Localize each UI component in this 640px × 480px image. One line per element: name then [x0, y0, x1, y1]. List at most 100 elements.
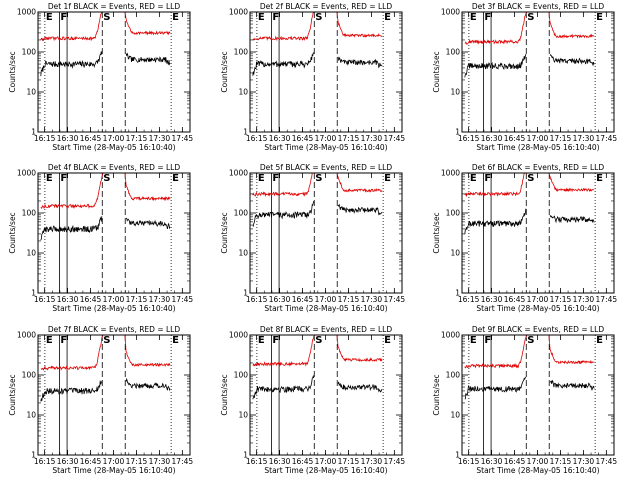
series-events-seg-2 — [337, 203, 383, 216]
x-tick-label: 16:45 — [80, 295, 102, 304]
x-tick-label: 16:15 — [458, 134, 480, 143]
y-tick-label: 100 — [446, 371, 461, 380]
series-events-seg-2 — [125, 52, 171, 66]
y-axis-label: Counts/sec — [8, 374, 17, 415]
series-lld-seg-2 — [548, 11, 595, 39]
series-events-seg-2 — [337, 381, 383, 393]
series-events-seg-1 — [40, 216, 103, 241]
y-tick-label: 1 — [243, 451, 248, 460]
series-events-seg-1 — [252, 200, 315, 227]
x-tick-label: 17:30 — [149, 457, 171, 466]
y-tick-label: 1 — [31, 128, 36, 137]
series-events-seg-2 — [549, 53, 595, 66]
plot-frame — [249, 334, 403, 456]
marker-label-f: F — [60, 12, 67, 23]
x-tick-label: 17:00 — [315, 457, 337, 466]
x-tick-label: 17:15 — [126, 295, 148, 304]
y-tick-label: 1000 — [441, 169, 460, 178]
series-lld-seg-2 — [336, 172, 383, 193]
panel-title: Det 9f BLACK = Events, RED = LLD — [472, 325, 605, 334]
x-tick-label: 16:45 — [292, 134, 314, 143]
series-lld-seg-1 — [464, 334, 528, 369]
marker-label-e: E — [46, 335, 53, 346]
x-tick-label: 16:45 — [504, 457, 526, 466]
x-tick-label: 16:15 — [34, 134, 56, 143]
marker-label-e2: E — [384, 335, 391, 346]
series-events-seg-1 — [464, 54, 527, 78]
x-tick-label: 17:45 — [596, 134, 618, 143]
x-tick-label: 16:45 — [292, 295, 314, 304]
x-tick-label: 17:15 — [338, 295, 360, 304]
x-axis-label: Start Time (28-May-05 16:10:40) — [264, 143, 387, 152]
panel-title: Det 6f BLACK = Events, RED = LLD — [472, 163, 605, 172]
y-tick-label: 100 — [234, 209, 249, 218]
y-tick-label: 1000 — [229, 169, 248, 178]
y-tick-label: 1 — [31, 451, 36, 460]
panel-title: Det 8f BLACK = Events, RED = LLD — [260, 325, 393, 334]
y-tick-label: 1000 — [17, 8, 36, 17]
y-tick-label: 1 — [455, 128, 460, 137]
series-events-seg-2 — [125, 377, 171, 392]
y-tick-label: 10 — [450, 411, 460, 420]
y-tick-label: 1 — [243, 289, 248, 298]
y-tick-label: 100 — [22, 371, 37, 380]
y-axis-label: Counts/sec — [220, 374, 229, 415]
marker-label-f: F — [272, 335, 279, 346]
series-events-seg-2 — [125, 217, 171, 230]
x-tick-label: 17:30 — [149, 295, 171, 304]
x-axis-label: Start Time (28-May-05 16:10:40) — [52, 304, 175, 313]
x-tick-label: 17:45 — [172, 134, 194, 143]
plot-frame — [461, 11, 615, 133]
marker-label-e2: E — [384, 12, 391, 23]
series-lld-seg-2 — [548, 172, 595, 193]
y-tick-label: 10 — [26, 249, 36, 258]
x-axis-label: Start Time (28-May-05 16:10:40) — [476, 304, 599, 313]
y-tick-label: 100 — [22, 209, 37, 218]
marker-label-e2: E — [596, 12, 603, 23]
x-tick-label: 17:45 — [596, 295, 618, 304]
marker-label-f: F — [272, 173, 279, 184]
marker-label-s: S — [315, 173, 322, 184]
series-events-seg-2 — [337, 56, 383, 69]
x-tick-label: 16:45 — [292, 457, 314, 466]
series-lld-seg-1 — [464, 11, 528, 45]
series-events-seg-1 — [252, 374, 315, 400]
y-tick-label: 10 — [450, 249, 460, 258]
x-tick-label: 16:45 — [80, 134, 102, 143]
y-tick-label: 1 — [455, 451, 460, 460]
series-lld-seg-1 — [40, 334, 104, 371]
marker-label-s: S — [103, 173, 110, 184]
x-tick-label: 16:30 — [57, 295, 79, 304]
marker-label-f: F — [484, 335, 491, 346]
x-tick-label: 17:00 — [527, 295, 549, 304]
y-axis-label: Counts/sec — [220, 51, 229, 92]
x-tick-label: 16:30 — [481, 295, 503, 304]
x-tick-label: 16:15 — [246, 134, 268, 143]
plot-frame — [249, 172, 403, 294]
x-tick-label: 16:30 — [269, 457, 291, 466]
x-tick-label: 17:15 — [126, 457, 148, 466]
x-axis-label: Start Time (28-May-05 16:10:40) — [52, 466, 175, 475]
x-tick-label: 17:00 — [103, 295, 125, 304]
marker-label-e: E — [470, 335, 477, 346]
x-tick-label: 16:15 — [458, 295, 480, 304]
y-tick-label: 100 — [234, 371, 249, 380]
series-events-seg-2 — [549, 214, 595, 224]
marker-label-s: S — [315, 12, 322, 23]
marker-label-s: S — [103, 335, 110, 346]
y-axis-label: Counts/sec — [8, 51, 17, 92]
x-tick-label: 17:00 — [527, 457, 549, 466]
marker-label-e2: E — [172, 12, 179, 23]
plot-frame — [461, 334, 615, 456]
y-tick-label: 10 — [450, 88, 460, 97]
x-tick-label: 16:30 — [481, 134, 503, 143]
y-axis-label: Counts/sec — [8, 212, 17, 253]
panel-title: Det 3f BLACK = Events, RED = LLD — [472, 2, 605, 11]
x-tick-label: 17:45 — [172, 457, 194, 466]
plot-frame — [37, 172, 191, 294]
y-tick-label: 10 — [238, 411, 248, 420]
marker-label-e2: E — [384, 173, 391, 184]
